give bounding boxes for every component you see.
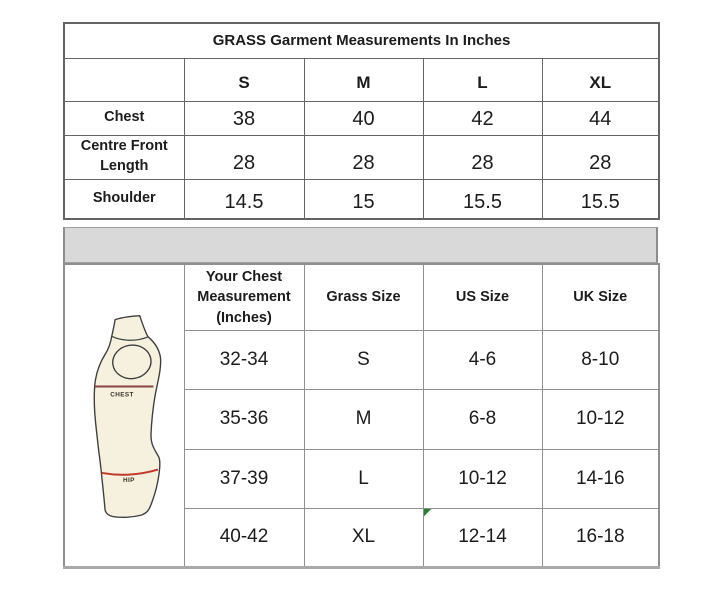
divider-bar (63, 227, 658, 263)
measurement-value-cell: 28 (422, 134, 543, 180)
conversion-row-s: 32-34 S 4-6 8-10 (64, 330, 660, 391)
us-size-cell: 4-6 (422, 330, 543, 391)
row-label-shoulder: Shoulder (63, 178, 185, 220)
size-conversion-table: CHEST HIP Your Chest Measurement (Inches… (63, 263, 660, 569)
measurement-row-chest: Chest 38 40 42 44 (63, 100, 660, 136)
grass-size-cell: XL (303, 507, 424, 569)
uk-size-cell: 10-12 (541, 389, 660, 450)
conversion-row-xl: 40-42 XL 12-14 16-18 (64, 507, 660, 569)
empty-corner-cell (63, 57, 185, 102)
column-header-us-size: US Size (422, 263, 543, 332)
row-label-centre-front-length: Centre Front Length (63, 134, 185, 180)
measurement-value-cell: 42 (422, 100, 543, 136)
row-label-chest: Chest (63, 100, 185, 136)
cell-error-flag-triangle (424, 509, 432, 517)
conversion-row-m: 35-36 M 6-8 10-12 (64, 389, 660, 450)
grass-size-cell: S (303, 330, 424, 391)
size-column-header-s: S (183, 57, 305, 102)
uk-size-cell: 16-18 (541, 507, 660, 569)
chest-label: CHEST (110, 391, 134, 398)
size-column-header-xl: XL (541, 57, 660, 102)
measurement-value-cell: 15.5 (422, 178, 543, 220)
measurement-value-cell: 40 (303, 100, 424, 136)
measurement-value-cell: 15.5 (541, 178, 660, 220)
chest-range-cell: 40-42 (183, 507, 305, 569)
grass-size-cell: M (303, 389, 424, 450)
table-title: GRASS Garment Measurements In Inches (63, 22, 660, 59)
us-size-value: 12-14 (458, 526, 507, 548)
measurement-value-cell: 28 (541, 134, 660, 180)
grass-size-cell: L (303, 448, 424, 509)
hip-label: HIP (123, 477, 135, 484)
armhole-circle (112, 344, 152, 380)
size-column-header-l: L (422, 57, 543, 102)
size-column-header-m: M (303, 57, 424, 102)
us-size-cell: 10-12 (422, 448, 543, 509)
size-header-row: S M L XL (63, 57, 660, 102)
measurement-value-cell: 28 (183, 134, 305, 180)
chest-range-cell: 37-39 (183, 448, 305, 509)
conversion-row-l: 37-39 L 10-12 14-16 (64, 448, 660, 509)
measurement-value-cell: 28 (303, 134, 424, 180)
measurement-value-cell: 44 (541, 100, 660, 136)
mannequin-cell: CHEST HIP (63, 263, 185, 568)
column-header-chest-measurement: Your Chest Measurement (Inches) (183, 263, 305, 332)
measurement-row-centre-front-length: Centre Front Length 28 28 28 28 (63, 134, 660, 180)
chest-range-cell: 35-36 (183, 389, 305, 450)
garment-measurements-table: GRASS Garment Measurements In Inches S M… (63, 22, 661, 220)
measurement-value-cell: 14.5 (183, 178, 305, 220)
us-size-cell: 12-14 (422, 507, 543, 569)
title-row: GRASS Garment Measurements In Inches (63, 22, 660, 59)
conversion-header-row: CHEST HIP Your Chest Measurement (Inches… (63, 263, 660, 568)
measurement-value-cell: 38 (183, 100, 305, 136)
measurement-row-shoulder: Shoulder 14.5 15 15.5 15.5 (63, 178, 660, 220)
chest-range-cell: 32-34 (183, 330, 305, 391)
column-header-grass-size: Grass Size (303, 263, 424, 332)
column-header-uk-size: UK Size (541, 263, 660, 332)
measurement-value-cell: 15 (303, 178, 424, 220)
hip-measurement-line (101, 468, 159, 476)
uk-size-cell: 14-16 (541, 448, 660, 509)
uk-size-cell: 8-10 (541, 330, 660, 391)
neck-base-line (111, 335, 149, 341)
us-size-cell: 6-8 (422, 389, 543, 450)
mannequin-illustration: CHEST HIP (93, 314, 162, 519)
